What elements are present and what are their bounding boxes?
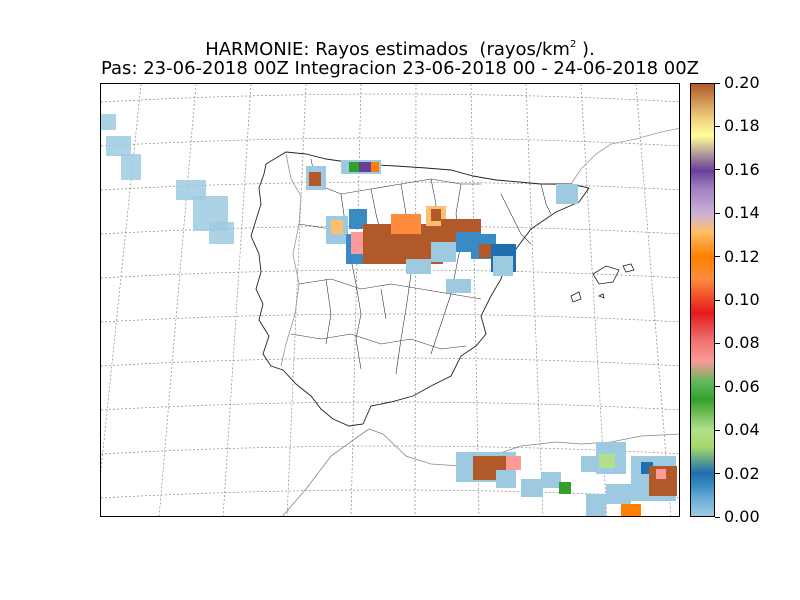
iberia-coastline: [250, 151, 590, 427]
colorbar-tick-label: 0.10: [724, 290, 760, 309]
lightning-density-patches: [101, 114, 677, 516]
graticule: [101, 84, 679, 516]
balearic-islands: [570, 263, 635, 303]
colorbar-tick-label: 0.12: [724, 246, 760, 266]
colorbar-tick-label: 0.06: [724, 376, 760, 396]
france-coastline: [570, 127, 679, 185]
colorbar-tick: [715, 212, 720, 214]
map-canvas: [101, 84, 679, 516]
chart-title-line1: HARMONIE: Rayos estimados (rayos/km2 ).: [205, 39, 595, 60]
colorbar-tick-label: 0.04: [724, 420, 760, 440]
colorbar-tick-label: 0.16: [724, 159, 760, 179]
lightning-density-map: [100, 83, 680, 517]
portugal-border: [280, 153, 302, 367]
colorbar-tick: [715, 429, 720, 431]
colorbar: [690, 83, 715, 517]
colorbar-tick-label: 0.08: [724, 333, 760, 353]
colorbar-tick: [715, 125, 720, 127]
colorbar-tick: [715, 256, 720, 258]
colorbar-tick-label: 0.14: [724, 203, 760, 223]
colorbar-tick-label: 0.00: [724, 507, 760, 526]
colorbar-tick: [715, 386, 720, 388]
colorbar-tick: [715, 473, 720, 475]
chart-title-line2: Pas: 23-06-2018 00Z Integracion 23-06-20…: [100, 58, 699, 79]
colorbar-tick: [715, 342, 720, 344]
colorbar-tick: [715, 82, 720, 84]
colorbar-tick-label: 0.20: [724, 73, 760, 92]
colorbar-tick: [715, 169, 720, 171]
colorbar-tick-label: 0.02: [724, 463, 760, 483]
colorbar-tick-label: 0.18: [724, 116, 760, 136]
colorbar-tick: [715, 299, 720, 301]
colorbar-tick: [715, 516, 720, 518]
